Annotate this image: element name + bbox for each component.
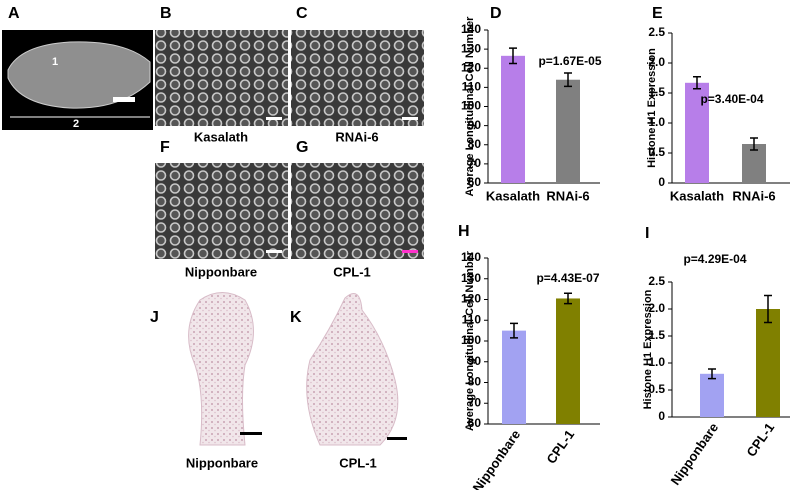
x-tick-label: Nipponbare [668, 420, 722, 488]
x-tick-label: CPL-1 [743, 420, 777, 459]
y-tick-label: 0 [658, 409, 665, 423]
y-tick-label: 140 [461, 250, 481, 264]
y-axis-label: Histone H1 Expression [646, 48, 658, 168]
y-tick-label: 0 [658, 175, 665, 189]
error-bar [708, 368, 716, 380]
bar [501, 55, 525, 183]
panel-label: F [160, 139, 170, 156]
y-tick-label: 2.0 [648, 301, 665, 315]
y-tick-label: 100 [461, 333, 481, 347]
y-tick-label: 90 [468, 354, 482, 368]
y-axis-label: Average Longitudinal Cell Number [464, 16, 476, 197]
y-tick-label: 0.5 [648, 145, 665, 159]
bar [700, 373, 724, 417]
y-tick-label: 130 [461, 41, 481, 55]
scale-bar [402, 117, 418, 120]
y-tick-label: 2.0 [648, 55, 665, 69]
y-tick-label: 60 [468, 416, 482, 430]
bar [502, 330, 526, 424]
y-tick-label: 2.5 [648, 25, 665, 39]
caption: CPL-1 [339, 455, 377, 470]
annotation: p=1.67E-05 [538, 54, 601, 68]
tissue [188, 292, 254, 446]
bar [556, 298, 580, 424]
caption: Nipponbare [186, 455, 258, 470]
y-tick-label: 110 [462, 312, 482, 326]
marker: 2 [73, 118, 79, 130]
caption: RNAi-6 [335, 129, 378, 144]
y-tick-label: 80 [468, 137, 482, 151]
image [155, 163, 288, 259]
panel-label: E [652, 5, 663, 22]
y-tick-label: 1.0 [648, 115, 665, 129]
y-tick-label: 1.5 [648, 85, 665, 99]
y-tick-label: 140 [461, 22, 481, 36]
panel-label: D [490, 5, 502, 22]
y-tick-label: 130 [461, 271, 481, 285]
panel-label: C [296, 5, 308, 22]
y-tick-label: 1.5 [648, 328, 665, 342]
caption: Kasalath [194, 129, 248, 144]
bar [756, 309, 780, 417]
panel-label: I [645, 225, 649, 242]
annotation: p=4.29E-04 [683, 252, 746, 266]
panel-label: A [8, 5, 20, 22]
y-tick-label: 2.5 [648, 274, 665, 288]
y-tick-label: 90 [468, 118, 482, 132]
scale-bar [266, 117, 282, 120]
panel-label: G [296, 139, 308, 156]
scale-bar [240, 432, 262, 435]
y-tick-label: 120 [461, 292, 481, 306]
image [155, 30, 288, 126]
panel-label: H [458, 223, 470, 240]
x-tick-label: RNAi-6 [732, 188, 775, 203]
y-tick-label: 120 [461, 60, 481, 74]
y-axis-label: Histone H1 Expression [642, 289, 654, 409]
y-tick-label: 70 [468, 395, 482, 409]
scale-bar [387, 437, 407, 440]
annotation: p=3.40E-04 [700, 92, 763, 106]
caption: Nipponbare [185, 264, 257, 279]
error-bar [509, 47, 517, 65]
error-bar [693, 76, 701, 90]
x-tick-label: RNAi-6 [546, 188, 589, 203]
y-tick-label: 110 [462, 80, 482, 94]
y-tick-label: 60 [468, 175, 482, 189]
y-axis-label: Average Longitudinal Cell Number [464, 250, 476, 431]
error-bar [564, 292, 572, 305]
image [291, 163, 424, 259]
y-tick-label: 1.0 [648, 355, 665, 369]
panel-label: B [160, 5, 172, 22]
error-bar [750, 137, 758, 151]
panel-label: J [150, 309, 159, 326]
y-tick-label: 0.5 [648, 382, 665, 396]
error-bar [564, 72, 572, 88]
y-tick-label: 80 [468, 375, 482, 389]
x-tick-label: CPL-1 [543, 427, 577, 466]
error-bar [510, 322, 518, 339]
scale-bar [266, 250, 282, 253]
bar [685, 82, 709, 183]
caption: CPL-1 [333, 264, 371, 279]
grain [7, 41, 151, 109]
annotation: p=4.43E-07 [536, 271, 599, 285]
x-tick-label: Kasalath [670, 188, 724, 203]
image [291, 30, 424, 126]
error-bar [764, 294, 772, 324]
y-tick-label: 70 [468, 156, 482, 170]
scale-bar [113, 97, 135, 102]
tissue [306, 293, 399, 446]
panel-label: K [290, 309, 302, 326]
x-tick-label: Nipponbare [470, 427, 524, 490]
scale-bar [402, 250, 418, 253]
x-tick-label: Kasalath [486, 188, 540, 203]
marker: 1 [52, 56, 58, 68]
bar [556, 79, 580, 183]
y-tick-label: 100 [461, 99, 481, 113]
